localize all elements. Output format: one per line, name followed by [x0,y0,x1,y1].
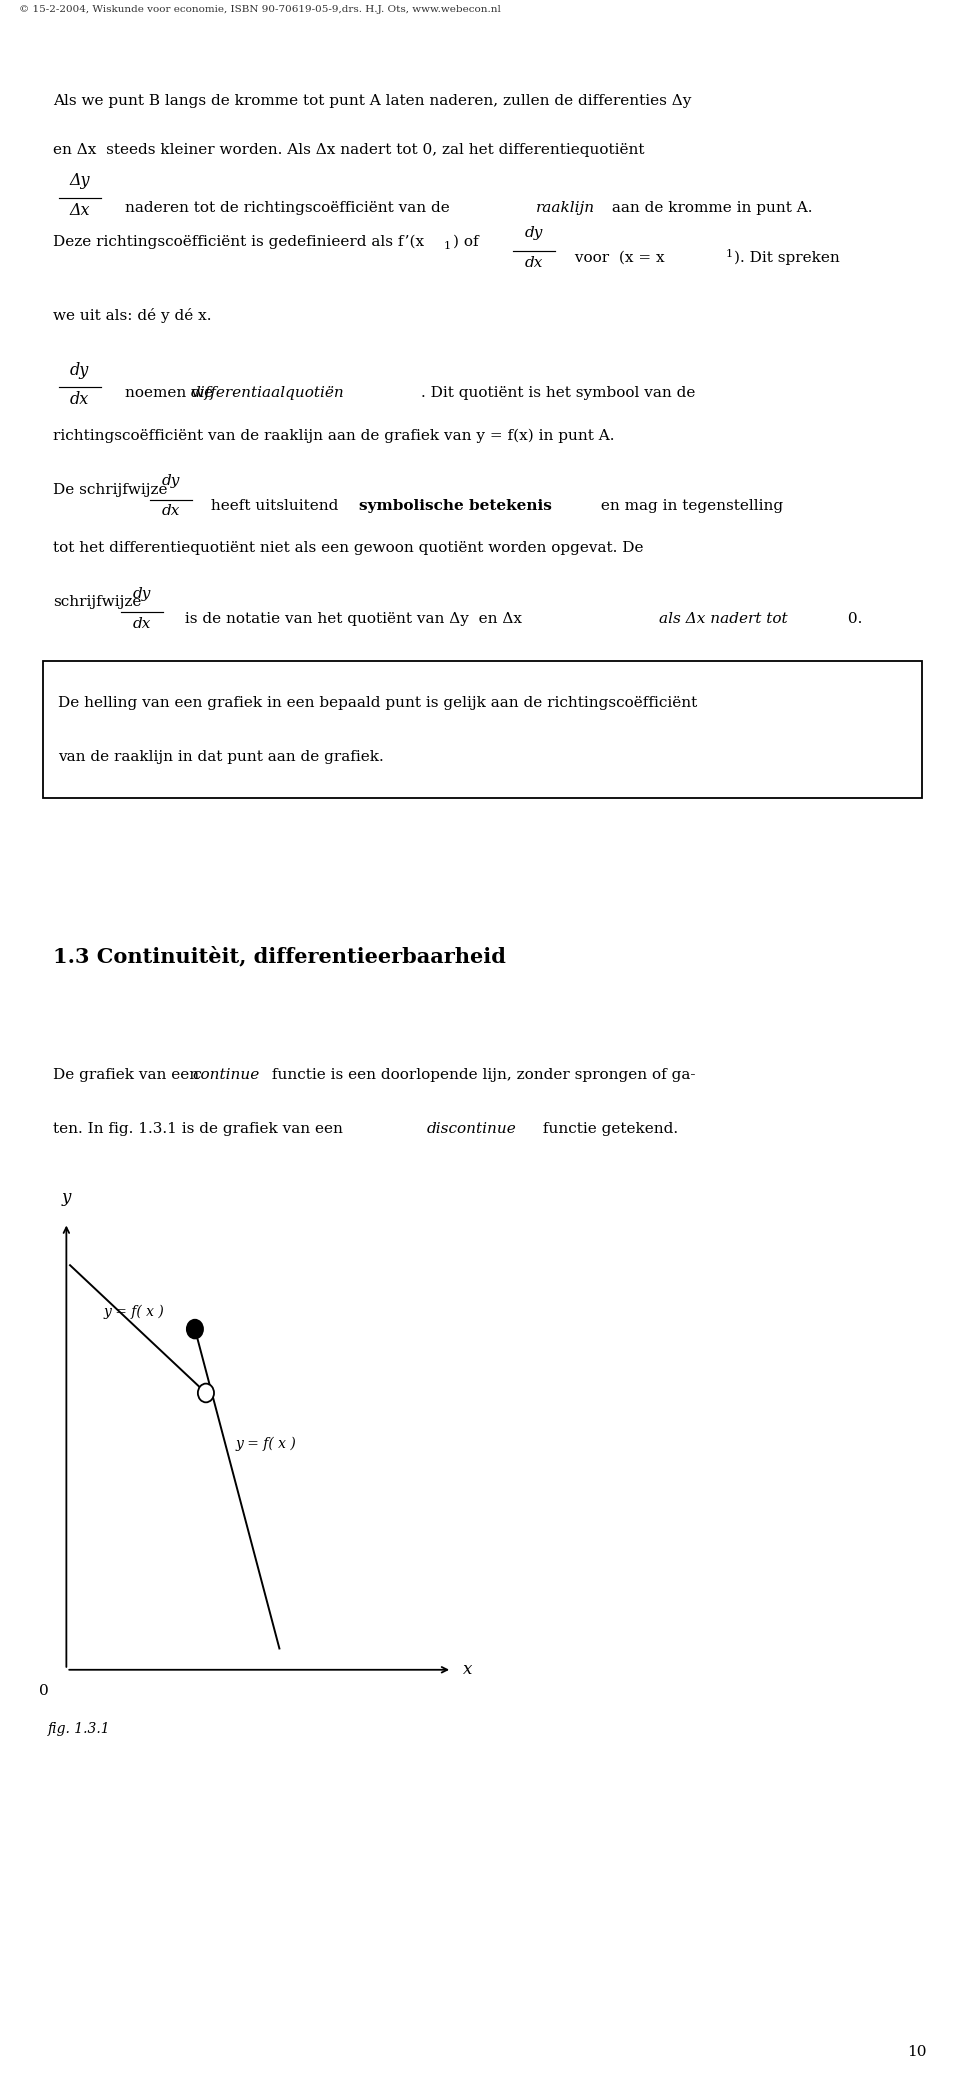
Text: ) of: ) of [453,233,479,248]
Text: we uit als: dé y dé x.: we uit als: dé y dé x. [53,308,211,323]
Text: noemen we: noemen we [125,386,218,400]
Text: 0: 0 [39,1684,49,1698]
Text: dy: dy [132,588,152,600]
Circle shape [187,1319,203,1338]
Text: 10: 10 [907,2044,926,2059]
Text: symbolische betekenis: symbolische betekenis [359,498,552,513]
Text: van de raaklijn in dat punt aan de grafiek.: van de raaklijn in dat punt aan de grafi… [58,750,383,765]
FancyBboxPatch shape [43,661,922,798]
Text: continue: continue [192,1067,259,1082]
Text: dx: dx [161,504,180,519]
Text: Deze richtingscoëfficiënt is gedefinieerd als f’(x: Deze richtingscoëfficiënt is gedefinieer… [53,233,424,248]
Text: 1.3 Continuitèit, differentieerbaarheid: 1.3 Continuitèit, differentieerbaarheid [53,946,506,967]
Text: De schrijfwijze: De schrijfwijze [53,483,167,496]
Text: functie getekend.: functie getekend. [538,1121,678,1136]
Text: dy: dy [161,475,180,488]
Text: 1: 1 [726,248,732,258]
Text: De grafiek van een: De grafiek van een [53,1067,204,1082]
Text: x: x [463,1661,472,1678]
Text: heeft uitsluitend: heeft uitsluitend [206,498,344,513]
Text: Als we punt B langs de kromme tot punt A laten naderen, zullen de differenties Δ: Als we punt B langs de kromme tot punt A… [53,94,691,108]
Text: 0.: 0. [843,611,862,625]
Text: schrijfwijze: schrijfwijze [53,596,141,609]
Text: voor  (x = x: voor (x = x [570,250,665,265]
Text: ). Dit spreken: ). Dit spreken [734,250,840,265]
Text: dx: dx [524,256,543,269]
Text: differentiaalquotiën: differentiaalquotiën [191,386,345,400]
Text: . Dit quotiënt is het symbool van de: . Dit quotiënt is het symbool van de [421,386,696,400]
Text: y = f( x ): y = f( x ) [235,1438,296,1450]
Circle shape [198,1384,214,1403]
Text: discontinue: discontinue [426,1121,516,1136]
Text: raaklijn: raaklijn [536,200,595,215]
Text: aan de kromme in punt A.: aan de kromme in punt A. [607,200,812,215]
Text: fig. 1.3.1: fig. 1.3.1 [48,1721,110,1736]
Text: functie is een doorlopende lijn, zonder sprongen of ga-: functie is een doorlopende lijn, zonder … [267,1067,695,1082]
Text: y: y [61,1188,71,1205]
Text: en mag in tegenstelling: en mag in tegenstelling [596,498,783,513]
Text: naderen tot de richtingscoëfficiënt van de: naderen tot de richtingscoëfficiënt van … [125,200,454,215]
Text: dx: dx [132,617,152,631]
Text: tot het differentiequotiënt niet als een gewoon quotiënt worden opgevat. De: tot het differentiequotiënt niet als een… [53,542,643,556]
Text: © 15-2-2004, Wiskunde voor economie, ISBN 90-70619-05-9,drs. H.J. Ots, www.webec: © 15-2-2004, Wiskunde voor economie, ISB… [19,6,501,15]
Text: Δx: Δx [69,202,90,219]
Text: als Δx nadert tot: als Δx nadert tot [659,611,787,625]
Text: richtingscoëfficiënt van de raaklijn aan de grafiek van y = f(x) in punt A.: richtingscoëfficiënt van de raaklijn aan… [53,429,614,444]
Text: is de notatie van het quotiënt van Δy  en Δx: is de notatie van het quotiënt van Δy en… [180,611,527,625]
Text: ten. In fig. 1.3.1 is de grafiek van een: ten. In fig. 1.3.1 is de grafiek van een [53,1121,348,1136]
Text: Δy: Δy [69,173,90,190]
Text: y = f( x ): y = f( x ) [103,1305,164,1319]
Text: en Δx  steeds kleiner worden. Als Δx nadert tot 0, zal het differentiequotiënt: en Δx steeds kleiner worden. Als Δx nade… [53,142,644,156]
Text: 1: 1 [444,240,451,250]
Text: De helling van een grafiek in een bepaald punt is gelijk aan de richtingscoëffic: De helling van een grafiek in een bepaal… [58,696,697,711]
Text: dx: dx [70,392,89,408]
Text: dy: dy [524,225,543,240]
Text: dy: dy [70,363,89,379]
